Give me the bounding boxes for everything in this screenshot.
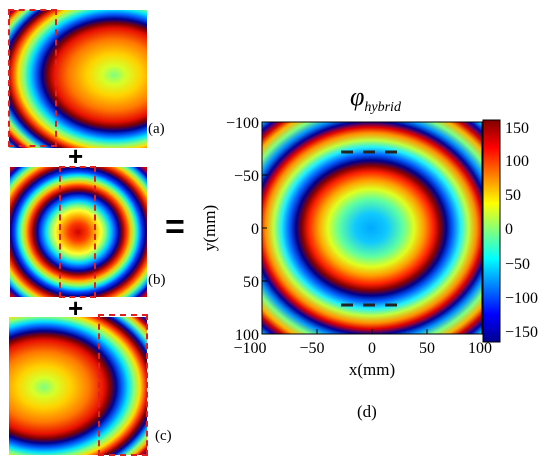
y-tick-label: −50 <box>234 168 259 185</box>
heatmap-area <box>261 121 483 335</box>
panel-d-label: (d) <box>357 402 377 421</box>
colorbar-tick-label: 100 <box>505 153 529 170</box>
y-tick-marks <box>262 121 267 335</box>
panel-b-image <box>10 167 147 297</box>
panel-a-highlight-box <box>8 9 57 147</box>
x-tick-label: −50 <box>299 340 324 357</box>
colorbar-tick-label: −100 <box>505 290 538 307</box>
plus-operator-2: + <box>68 293 84 323</box>
colorbar-tick-label: −150 <box>505 324 538 341</box>
plot-title: φhybrid <box>350 85 402 115</box>
x-tick-label: 0 <box>368 340 376 357</box>
x-tick-label: 100 <box>468 340 492 357</box>
y-tick-label: 0 <box>251 221 259 238</box>
colorbar-tick-label: −50 <box>505 256 530 273</box>
panel-a-image <box>9 10 147 148</box>
colorbar <box>482 119 501 343</box>
panel-b-highlight-box <box>59 166 96 298</box>
plot-title-subscript: hybrid <box>364 100 402 115</box>
x-axis-label: x(mm) <box>349 360 395 379</box>
panel-b-label: (b) <box>148 272 166 288</box>
y-tick-label: 100 <box>235 327 259 344</box>
plus-operator-1: + <box>68 141 84 171</box>
aperture-markers <box>341 150 401 307</box>
panel-c-label: (c) <box>155 428 172 444</box>
equals-operator: = <box>165 208 185 246</box>
panel-c-image <box>9 317 147 455</box>
colorbar-tick-label: 0 <box>505 221 513 238</box>
y-tick-label: −100 <box>226 115 259 132</box>
x-tick-marks <box>261 329 483 334</box>
colorbar-tick-label: 150 <box>505 120 529 137</box>
y-axis-label: y(mm) <box>200 205 219 251</box>
x-tick-label: −100 <box>233 340 266 357</box>
panel-a-label: (a) <box>148 121 165 137</box>
colorbar-tick-label: 50 <box>505 187 521 204</box>
panel-c-highlight-box <box>98 314 148 456</box>
x-tick-label: 50 <box>419 340 435 357</box>
y-tick-label: 50 <box>243 274 259 291</box>
plot-title-symbol: φ <box>350 85 364 111</box>
main-heatmap-figure: φhybrid −100 −50 0 50 100 x(mm) −100 −50… <box>200 85 538 379</box>
